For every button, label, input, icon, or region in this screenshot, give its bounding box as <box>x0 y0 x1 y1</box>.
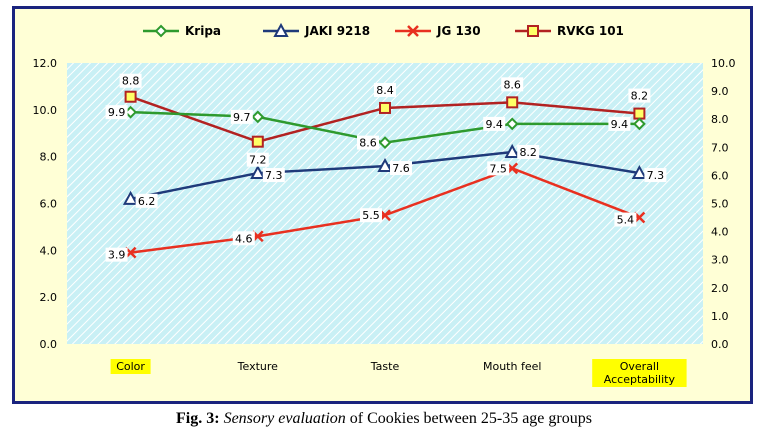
caption-prefix: Fig. 3: <box>176 410 220 427</box>
data-label-box <box>374 82 396 97</box>
data-point <box>251 135 264 148</box>
y-right-tick-label: 6.0 <box>711 169 729 182</box>
data-label: 8.4 <box>376 84 394 97</box>
data-label: 9.4 <box>485 118 503 131</box>
y-left-tick-label: 10.0 <box>33 104 58 117</box>
data-label: 8.6 <box>359 137 377 150</box>
data-label: 5.5 <box>362 209 380 222</box>
data-label-box <box>230 109 253 124</box>
legend-label: Kripa <box>185 24 221 38</box>
data-label-box <box>105 105 128 120</box>
data-label: 7.5 <box>489 162 507 175</box>
data-label: 8.2 <box>631 90 649 103</box>
y-right-tick-label: 2.0 <box>711 282 729 295</box>
data-label-box <box>644 168 667 183</box>
legend-marker <box>527 25 539 37</box>
y-right-tick-label: 0.0 <box>711 338 729 351</box>
y-right-tick-label: 7.0 <box>711 141 729 154</box>
data-label: 9.7 <box>233 111 251 124</box>
data-label-box <box>232 231 255 246</box>
y-right-tick-label: 3.0 <box>711 254 729 267</box>
x-category-label: Texture <box>237 360 278 373</box>
y-right-tick-label: 9.0 <box>711 85 729 98</box>
x-category-label: Overall Acceptability <box>604 360 676 386</box>
data-label-box <box>608 116 631 131</box>
x-category-label: Color <box>116 360 145 373</box>
data-point <box>633 107 646 120</box>
data-point <box>122 190 139 205</box>
data-label-box <box>390 161 412 176</box>
data-point <box>504 143 520 158</box>
data-label-box <box>487 161 510 176</box>
y-right-tick-label: 5.0 <box>711 198 729 211</box>
legend-marker <box>154 24 168 38</box>
data-point <box>505 117 519 131</box>
data-label-box <box>119 73 142 88</box>
data-label: 4.6 <box>235 232 253 245</box>
data-label-box <box>262 168 285 183</box>
data-label-box <box>517 144 540 159</box>
data-label-box <box>614 212 637 227</box>
y-left-tick-label: 0.0 <box>40 338 58 351</box>
data-label: 7.6 <box>392 162 410 175</box>
y-right-tick-label: 10.0 <box>711 57 736 70</box>
data-point <box>378 136 392 150</box>
data-label: 5.4 <box>617 214 635 227</box>
legend-marker <box>407 25 419 37</box>
data-point <box>506 96 519 109</box>
data-point <box>631 164 648 180</box>
data-label-box <box>105 247 128 262</box>
y-left-tick-label: 2.0 <box>40 291 58 304</box>
data-label-box <box>501 77 524 92</box>
y-left-tick-label: 8.0 <box>40 151 58 164</box>
caption-italic: Sensory evaluation <box>223 410 346 427</box>
legend-label: RVKG 101 <box>557 24 624 38</box>
data-label-box <box>357 135 379 150</box>
data-point <box>250 164 266 180</box>
data-point <box>379 101 391 114</box>
data-label: 9.9 <box>108 106 126 119</box>
y-right-tick-label: 4.0 <box>711 226 729 239</box>
data-label: 7.3 <box>265 169 283 182</box>
legend-label: JG 130 <box>436 24 481 38</box>
y-left-tick-label: 12.0 <box>33 57 58 70</box>
category-highlight <box>110 359 151 374</box>
data-point <box>124 90 137 103</box>
data-point <box>377 157 393 173</box>
figure-caption: Fig. 3: Sensory evaluation of Cookies be… <box>0 410 768 428</box>
data-label-box <box>628 88 651 103</box>
legend-marker <box>273 22 289 37</box>
y-left-tick-label: 6.0 <box>40 198 58 211</box>
data-label: 7.3 <box>647 169 665 182</box>
x-category-label: Taste <box>370 360 400 373</box>
y-right-tick-label: 8.0 <box>711 113 729 126</box>
data-label-box <box>246 152 269 167</box>
data-point <box>251 110 265 124</box>
data-label: 7.2 <box>249 154 267 167</box>
data-label-box <box>360 208 382 223</box>
data-label: 8.2 <box>519 146 537 159</box>
data-label: 8.6 <box>503 78 521 91</box>
data-point <box>632 117 646 131</box>
category-highlight <box>592 359 687 387</box>
data-label: 8.8 <box>122 75 140 88</box>
legend-label: JAKI 9218 <box>304 24 370 38</box>
y-right-tick-label: 1.0 <box>711 310 729 323</box>
y-left-tick-label: 4.0 <box>40 244 58 257</box>
data-label-box <box>135 193 158 208</box>
data-label-box <box>483 116 506 131</box>
x-category-label: Mouth feel <box>483 360 541 373</box>
data-label: 9.4 <box>611 118 629 131</box>
caption-rest: of Cookies between 25-35 age groups <box>345 410 592 427</box>
data-label: 3.9 <box>108 249 126 262</box>
data-label: 6.2 <box>138 195 156 208</box>
